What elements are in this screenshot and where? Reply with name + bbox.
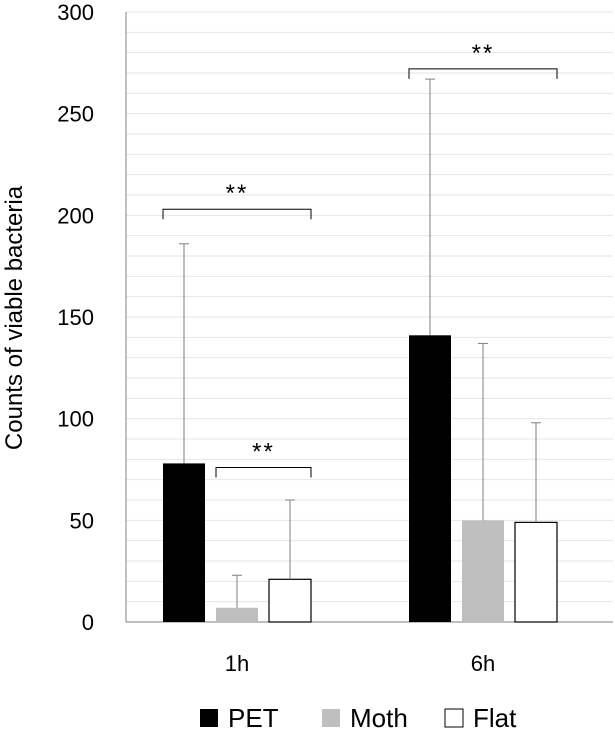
legend-swatch-pet: [200, 709, 218, 727]
grid-lines: [126, 11, 613, 603]
significance-bracket: [215, 466, 312, 478]
x-category-label: 6h: [471, 651, 495, 676]
bar-flat-6h: [514, 521, 558, 623]
x-category-labels: 1h 6h: [225, 651, 495, 676]
y-tick-label: 300: [57, 0, 94, 25]
y-tick-label: 100: [57, 407, 94, 432]
significance-label: **: [472, 40, 495, 67]
y-tick-label: 250: [57, 102, 94, 127]
y-axis-label: Counts of viable bacteria: [1, 185, 28, 450]
bar-pet-1h: [163, 463, 205, 622]
legend-label-moth: Moth: [350, 703, 408, 729]
x-category-label: 1h: [225, 651, 249, 676]
error-bars: [179, 78, 541, 608]
legend-label-flat: Flat: [473, 703, 517, 729]
bars: [163, 335, 558, 623]
significance-bracket: [162, 208, 312, 220]
bar-pet-6h: [409, 335, 451, 622]
bar-moth-1h: [216, 607, 258, 622]
significance-label: **: [226, 180, 249, 207]
bar-moth-6h: [462, 520, 504, 622]
significance-bracket: [408, 68, 558, 79]
y-tick-label: 150: [57, 305, 94, 330]
legend-label-pet: PET: [228, 703, 279, 729]
legend-swatch-moth: [322, 709, 340, 727]
legend-swatch-flat: [444, 708, 464, 728]
y-tick-labels: 0 50 100 150 200 250 300: [57, 0, 94, 635]
significance-brackets: ** ** **: [162, 40, 558, 478]
y-tick-label: 200: [57, 203, 94, 228]
y-tick-label: 0: [82, 610, 94, 635]
y-tick-label: 50: [70, 508, 94, 533]
bar-flat-1h: [268, 578, 312, 623]
legend: PET Moth Flat: [200, 703, 517, 729]
significance-label: **: [252, 438, 275, 465]
